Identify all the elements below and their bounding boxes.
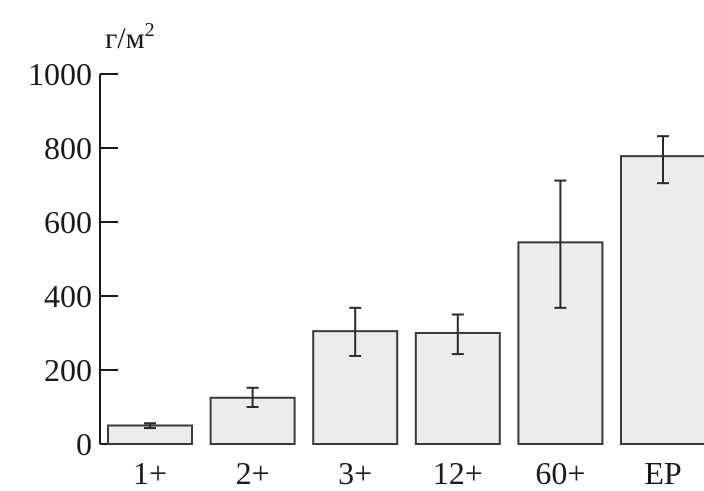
y-tick-label: 200 [44, 352, 92, 388]
y-tick-label: 600 [44, 204, 92, 240]
bar [414, 332, 501, 445]
x-tick-label: EP [644, 455, 681, 491]
y-tick-label: 800 [44, 130, 92, 166]
x-axis: 1+ 2+ 3+ 12+ 60+ EP [133, 455, 682, 491]
x-tick-label: 60+ [535, 455, 585, 491]
error-bars [144, 135, 669, 430]
x-tick-label: 1+ [133, 455, 167, 491]
y-tick-label: 400 [44, 278, 92, 314]
x-tick-label: 2+ [236, 455, 270, 491]
y-axis: 0 200 400 600 800 1000 [28, 56, 118, 462]
y-axis-unit-superscript: 2 [145, 19, 155, 41]
bar [620, 155, 704, 445]
x-tick-label: 12+ [433, 455, 483, 491]
y-axis-unit-label: г/м2 [105, 19, 155, 55]
y-tick-label: 1000 [28, 56, 92, 92]
y-tick-label: 0 [76, 426, 92, 462]
bars [107, 155, 704, 445]
x-tick-label: 3+ [338, 455, 372, 491]
